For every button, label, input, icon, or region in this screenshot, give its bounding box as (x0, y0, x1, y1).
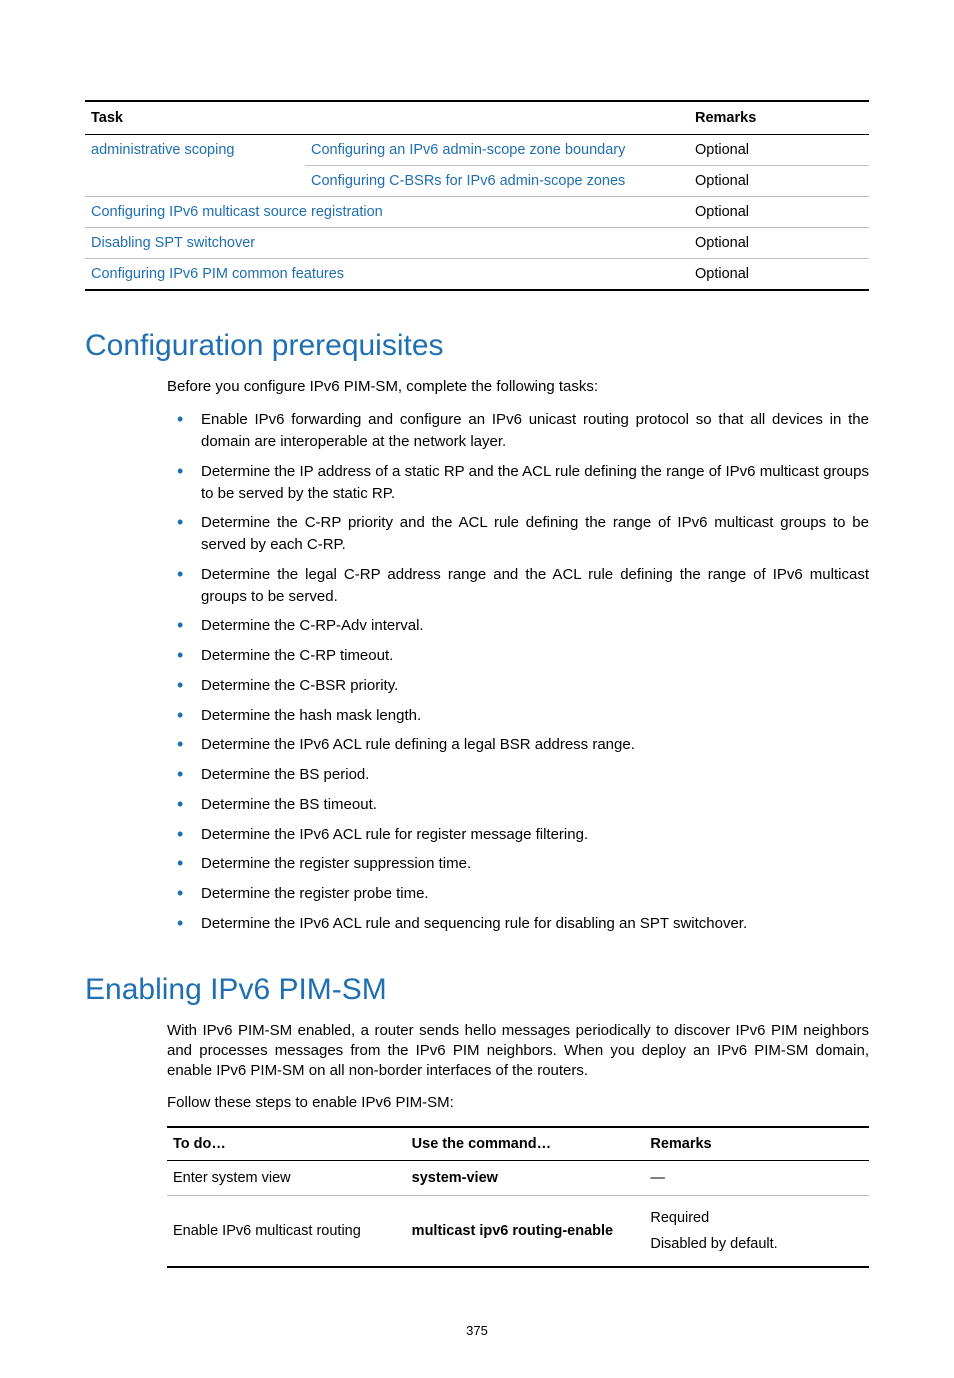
table-row: Configuring IPv6 multicast source regist… (85, 197, 869, 228)
link-spt-switchover[interactable]: Disabling SPT switchover (91, 235, 255, 251)
table-row: Enter system view system-view — (167, 1160, 869, 1195)
cell-remarks: Optional (689, 166, 869, 197)
list-item: Determine the C-RP priority and the ACL … (167, 512, 869, 556)
list-item: Determine the C-RP timeout. (167, 645, 869, 667)
cell-remarks: Optional (689, 197, 869, 228)
col-cmd: Use the command… (406, 1127, 645, 1161)
link-multicast-source-reg[interactable]: Configuring IPv6 multicast source regist… (91, 204, 383, 220)
list-item: Determine the IPv6 ACL rule defining a l… (167, 734, 869, 756)
list-item: Determine the register suppression time. (167, 853, 869, 875)
prereq-list: Enable IPv6 forwarding and configure an … (167, 409, 869, 934)
table-row: Enable IPv6 multicast routing multicast … (167, 1195, 869, 1267)
cell-remarks: Optional (689, 228, 869, 259)
list-item: Determine the BS timeout. (167, 794, 869, 816)
cell-remarks: Required Disabled by default. (644, 1195, 869, 1267)
col-todo: To do… (167, 1127, 406, 1161)
cell-remarks: — (644, 1160, 869, 1195)
list-item: Determine the C-RP-Adv interval. (167, 615, 869, 637)
cell-cmd: multicast ipv6 routing-enable (406, 1195, 645, 1267)
link-pim-common-features[interactable]: Configuring IPv6 PIM common features (91, 266, 344, 282)
table-row: Configuring IPv6 PIM common features Opt… (85, 259, 869, 291)
list-item: Determine the IPv6 ACL rule for register… (167, 824, 869, 846)
prereq-intro: Before you configure IPv6 PIM-SM, comple… (167, 377, 869, 397)
page-number: 375 (85, 1323, 869, 1338)
remarks-line2: Disabled by default. (650, 1236, 777, 1252)
task-remarks-table: Task Remarks administrative scoping Conf… (85, 100, 869, 291)
cell-remarks: Optional (689, 259, 869, 291)
list-item: Determine the IP address of a static RP … (167, 461, 869, 505)
table-row: administrative scoping Configuring an IP… (85, 135, 869, 166)
steps-intro: Follow these steps to enable IPv6 PIM-SM… (167, 1093, 869, 1113)
col-remarks: Remarks (689, 101, 869, 135)
remarks-line1: Required (650, 1210, 709, 1226)
list-item: Determine the hash mask length. (167, 705, 869, 727)
steps-table: To do… Use the command… Remarks Enter sy… (167, 1126, 869, 1268)
list-item: Enable IPv6 forwarding and configure an … (167, 409, 869, 453)
link-admin-scope-boundary[interactable]: Configuring an IPv6 admin-scope zone bou… (311, 142, 625, 158)
link-admin-scoping[interactable]: administrative scoping (91, 142, 234, 158)
list-item: Determine the C-BSR priority. (167, 675, 869, 697)
list-item: Determine the BS period. (167, 764, 869, 786)
col-task: Task (85, 101, 689, 135)
table-row: Disabling SPT switchover Optional (85, 228, 869, 259)
cell-cmd: system-view (406, 1160, 645, 1195)
cell-remarks: Optional (689, 135, 869, 166)
list-item: Determine the IPv6 ACL rule and sequenci… (167, 913, 869, 935)
cell-todo: Enable IPv6 multicast routing (167, 1195, 406, 1267)
heading-config-prereq: Configuration prerequisites (85, 329, 869, 363)
pim-sm-para: With IPv6 PIM-SM enabled, a router sends… (167, 1021, 869, 1082)
link-cbsr-admin-zones[interactable]: Configuring C-BSRs for IPv6 admin-scope … (311, 173, 625, 189)
col-remarks: Remarks (644, 1127, 869, 1161)
heading-enable-pim-sm: Enabling IPv6 PIM-SM (85, 973, 869, 1007)
list-item: Determine the legal C-RP address range a… (167, 564, 869, 608)
list-item: Determine the register probe time. (167, 883, 869, 905)
cell-todo: Enter system view (167, 1160, 406, 1195)
